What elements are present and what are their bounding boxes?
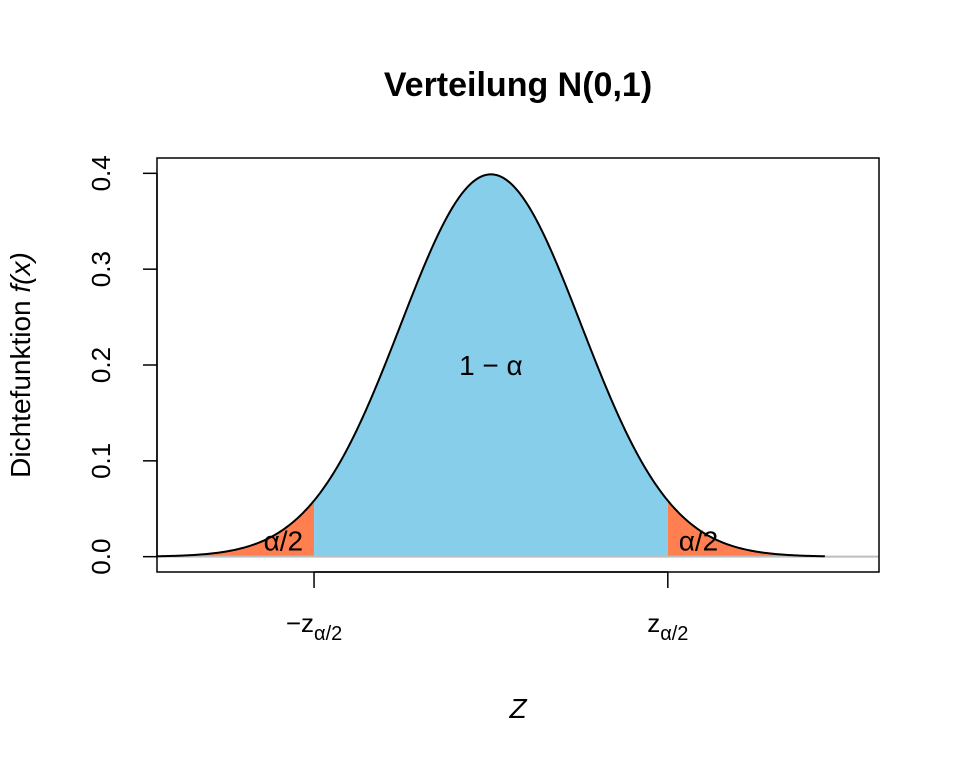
y-axis-label: Dichtefunktion f(x) bbox=[5, 252, 36, 478]
y-tick-label: 0.1 bbox=[86, 443, 116, 479]
upper-tail-label: α/2 bbox=[679, 525, 719, 556]
chart-title: Verteilung N(0,1) bbox=[384, 66, 652, 104]
region-lower-tail bbox=[157, 500, 315, 557]
x-tick-label-main: z bbox=[647, 608, 660, 638]
lower-tail-label: α/2 bbox=[264, 525, 304, 556]
y-tick-label: 0.0 bbox=[86, 539, 116, 575]
x-axis: −zα/2 zα/2 bbox=[286, 571, 688, 645]
x-tick-label: −zα/2 bbox=[286, 608, 342, 645]
x-tick-label-subscript: α/2 bbox=[314, 623, 342, 645]
y-axis-label-prefix: Dichtefunktion bbox=[5, 293, 36, 478]
region-center bbox=[314, 174, 668, 557]
plot-area bbox=[156, 173, 879, 558]
center-label: 1 − α bbox=[459, 350, 523, 381]
y-axis-label-func: f(x) bbox=[5, 252, 36, 292]
region-upper-tail bbox=[667, 500, 825, 557]
y-tick-label: 0.3 bbox=[86, 251, 116, 287]
x-tick-label-subscript: α/2 bbox=[660, 623, 688, 645]
y-tick-label: 0.4 bbox=[86, 155, 116, 191]
x-axis-label: Z bbox=[508, 693, 527, 724]
annotations: 1 − α α/2 α/2 bbox=[264, 350, 719, 556]
density-curve bbox=[156, 173, 825, 558]
y-tick-label: 0.2 bbox=[86, 347, 116, 383]
x-tick-label: zα/2 bbox=[647, 608, 688, 645]
y-axis: 0.0 0.1 0.2 0.3 0.4 bbox=[86, 155, 158, 575]
x-tick-label-main: −z bbox=[286, 608, 314, 638]
